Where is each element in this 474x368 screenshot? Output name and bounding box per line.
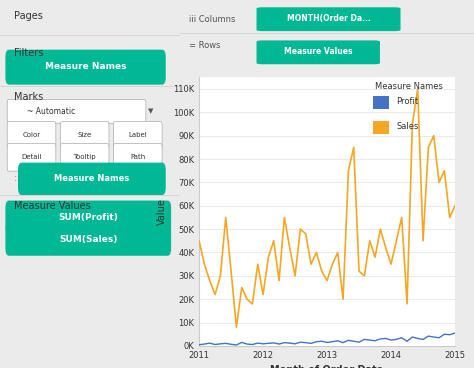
Text: = Rows: = Rows (189, 41, 220, 50)
Text: Size: Size (78, 132, 92, 138)
FancyBboxPatch shape (60, 144, 109, 171)
Text: Sales: Sales (396, 122, 419, 131)
Text: ~ Automatic: ~ Automatic (27, 107, 75, 116)
Text: MONTH(Order Da...: MONTH(Order Da... (287, 14, 370, 23)
Text: Marks: Marks (14, 92, 44, 102)
Text: Pages: Pages (14, 11, 43, 21)
FancyBboxPatch shape (60, 121, 109, 149)
Text: Detail: Detail (21, 154, 42, 160)
FancyBboxPatch shape (7, 121, 56, 149)
FancyBboxPatch shape (5, 201, 171, 234)
Text: Color: Color (22, 132, 41, 138)
Text: Profit: Profit (396, 97, 419, 106)
Text: Path: Path (130, 154, 146, 160)
FancyBboxPatch shape (256, 7, 401, 31)
FancyBboxPatch shape (18, 163, 166, 195)
Text: Measure Names: Measure Names (54, 174, 129, 183)
FancyBboxPatch shape (256, 40, 380, 64)
X-axis label: Month of Order Date: Month of Order Date (271, 365, 383, 368)
FancyBboxPatch shape (7, 144, 56, 171)
FancyBboxPatch shape (5, 223, 171, 256)
FancyBboxPatch shape (113, 144, 162, 171)
FancyBboxPatch shape (374, 96, 389, 109)
Text: Label: Label (128, 132, 147, 138)
Text: iii Columns: iii Columns (189, 15, 235, 24)
Y-axis label: Value: Value (157, 198, 167, 225)
Text: Measure Values: Measure Values (14, 201, 91, 210)
Text: Measure Values: Measure Values (284, 47, 353, 56)
Text: ▼: ▼ (148, 108, 153, 114)
Text: SUM(Sales): SUM(Sales) (59, 235, 118, 244)
Text: Measure Names: Measure Names (375, 82, 443, 91)
FancyBboxPatch shape (7, 99, 146, 123)
FancyBboxPatch shape (374, 121, 389, 134)
FancyBboxPatch shape (113, 121, 162, 149)
Text: Tooltip: Tooltip (73, 154, 96, 160)
FancyBboxPatch shape (5, 50, 166, 85)
Text: Filters: Filters (14, 48, 44, 58)
Text: ::: :: (14, 174, 20, 183)
Text: SUM(Profit): SUM(Profit) (58, 213, 118, 222)
Text: Measure Names: Measure Names (45, 63, 126, 71)
